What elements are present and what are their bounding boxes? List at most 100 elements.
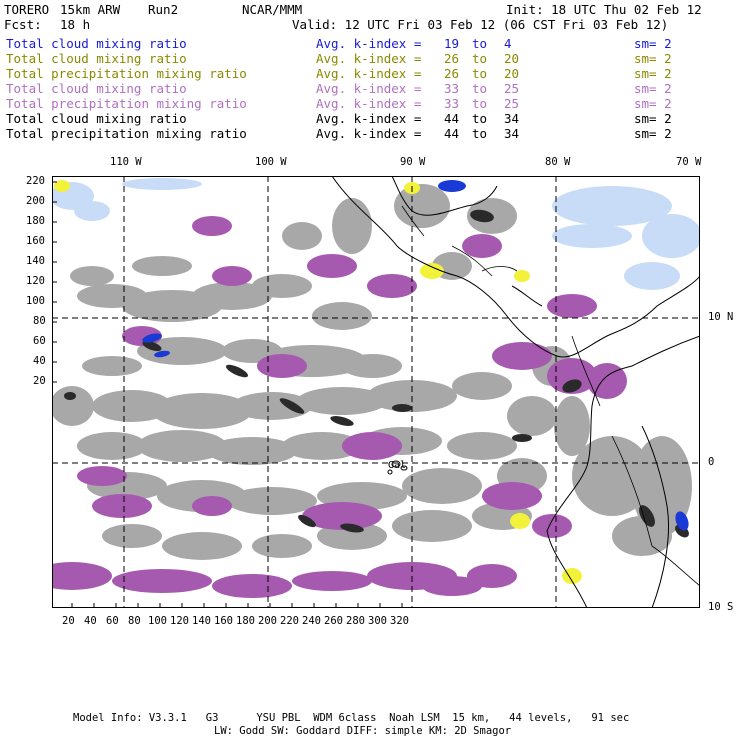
gray-cloud-area — [402, 468, 482, 504]
precipitation-area — [212, 266, 252, 286]
gray-cloud-area — [192, 282, 272, 310]
y-axis-tick-label: 60 — [33, 335, 46, 347]
gray-cloud-area — [612, 516, 672, 556]
legend-field-name: Total cloud mixing ratio — [6, 81, 187, 96]
y-axis-tick-label: 100 — [26, 295, 45, 307]
model-run: Run2 — [148, 2, 179, 17]
precipitation-area — [52, 562, 112, 590]
heavy-cloud-core — [340, 523, 364, 533]
cloud-mixing-area — [438, 180, 466, 192]
galapagos-island — [400, 465, 408, 471]
x-axis-tick-label: 180 — [236, 615, 255, 627]
gray-cloud-area — [102, 524, 162, 548]
longitude-label: 90 W — [400, 156, 426, 168]
precipitation-area — [302, 502, 382, 530]
model-name: TORERO — [4, 2, 50, 17]
heavy-cloud-core — [392, 404, 412, 412]
longitude-label: 110 W — [110, 156, 142, 168]
legend-kindex-label: Avg. k-index = — [316, 66, 422, 81]
legend-kindex-label: Avg. k-index = — [316, 81, 422, 96]
yellow-area — [510, 513, 530, 529]
legend-kindex-label: Avg. k-index = — [316, 36, 422, 51]
galapagos-island — [387, 469, 393, 475]
heavy-cloud-core — [562, 379, 582, 393]
x-axis-tick-label: 120 — [170, 615, 189, 627]
map-frame — [52, 176, 700, 608]
longitude-label: 70 W — [676, 156, 702, 168]
legend-smoothing: sm= 2 — [634, 36, 672, 51]
precipitation-area — [342, 432, 402, 460]
light-cloud-area — [552, 224, 632, 248]
y-axis-tick-label: 220 — [26, 175, 45, 187]
legend-kindex-to: 20 — [504, 66, 520, 81]
cloud-mixing-area — [142, 333, 162, 343]
precipitation-area — [257, 354, 307, 378]
legend-kindex-label: Avg. k-index = — [316, 96, 422, 111]
legend-kindex-from: 26 — [444, 66, 460, 81]
legend-field-name: Total cloud mixing ratio — [6, 51, 187, 66]
legend-kindex-to-word: to — [472, 66, 488, 81]
precipitation-area — [192, 216, 232, 236]
forecast-value: 18 h — [60, 17, 91, 32]
model-resolution: 15km ARW — [60, 2, 121, 17]
precipitation-area — [462, 234, 502, 258]
latitude-label: 10 N — [708, 311, 734, 323]
galapagos-island — [391, 460, 401, 468]
precipitation-area — [467, 564, 517, 588]
model-org: NCAR/MMM — [242, 2, 303, 17]
precipitation-area — [307, 254, 357, 278]
heavy-cloud-core — [225, 364, 249, 378]
heavy-cloud-core — [512, 434, 532, 442]
precipitation-area — [482, 482, 542, 510]
gray-cloud-area — [152, 393, 252, 429]
x-axis-tick-label: 20 — [62, 615, 75, 627]
legend-kindex-from: 33 — [444, 81, 460, 96]
precipitation-area — [492, 342, 552, 370]
x-axis-tick-label: 200 — [258, 615, 277, 627]
legend-kindex-label: Avg. k-index = — [316, 51, 422, 66]
gray-cloud-area — [507, 396, 557, 436]
y-axis-tick-label: 20 — [33, 375, 46, 387]
precipitation-area — [192, 496, 232, 516]
legend-kindex-from: 44 — [444, 126, 460, 141]
legend-kindex-to: 34 — [504, 126, 520, 141]
heavy-cloud-core — [142, 340, 162, 352]
init-time: Init: 18 UTC Thu 02 Feb 12 — [506, 2, 702, 17]
y-axis-tick-label: 40 — [33, 355, 46, 367]
y-axis-tick-label: 140 — [26, 255, 45, 267]
gray-cloud-area — [312, 302, 372, 330]
gray-cloud-area — [447, 432, 517, 460]
coastline — [391, 176, 498, 216]
gray-cloud-area — [554, 396, 590, 456]
light-cloud-area — [74, 201, 110, 221]
heavy-cloud-core — [64, 392, 76, 400]
legend-smoothing: sm= 2 — [634, 126, 672, 141]
gray-cloud-area — [227, 487, 317, 515]
y-axis-tick-label: 160 — [26, 235, 45, 247]
gray-cloud-area — [132, 256, 192, 276]
longitude-label: 80 W — [545, 156, 571, 168]
legend-smoothing: sm= 2 — [634, 51, 672, 66]
gray-cloud-area — [282, 222, 322, 250]
country-border — [571, 335, 601, 407]
x-axis-tick-label: 40 — [84, 615, 97, 627]
valid-time: Valid: 12 UTC Fri 03 Feb 12 (06 CST Fri … — [292, 17, 669, 32]
gray-cloud-area — [252, 274, 312, 298]
coastline — [511, 285, 543, 307]
heavy-cloud-core — [639, 505, 655, 527]
country-border — [651, 545, 700, 587]
legend-field-name: Total precipitation mixing ratio — [6, 96, 247, 111]
yellow-area — [514, 270, 530, 282]
legend-kindex-to-word: to — [472, 36, 488, 51]
physics-info-line: LW: Godd SW: Goddard DIFF: simple KM: 2D… — [214, 725, 512, 737]
precipitation-area — [92, 494, 152, 518]
x-axis-tick-label: 160 — [214, 615, 233, 627]
legend-kindex-to-word: to — [472, 81, 488, 96]
country-border — [611, 435, 653, 547]
x-axis-tick-label: 60 — [106, 615, 119, 627]
gray-cloud-area — [137, 430, 227, 462]
coastline — [331, 176, 700, 358]
legend-kindex-from: 44 — [444, 111, 460, 126]
light-cloud-area — [624, 262, 680, 290]
precipitation-area — [422, 576, 482, 596]
